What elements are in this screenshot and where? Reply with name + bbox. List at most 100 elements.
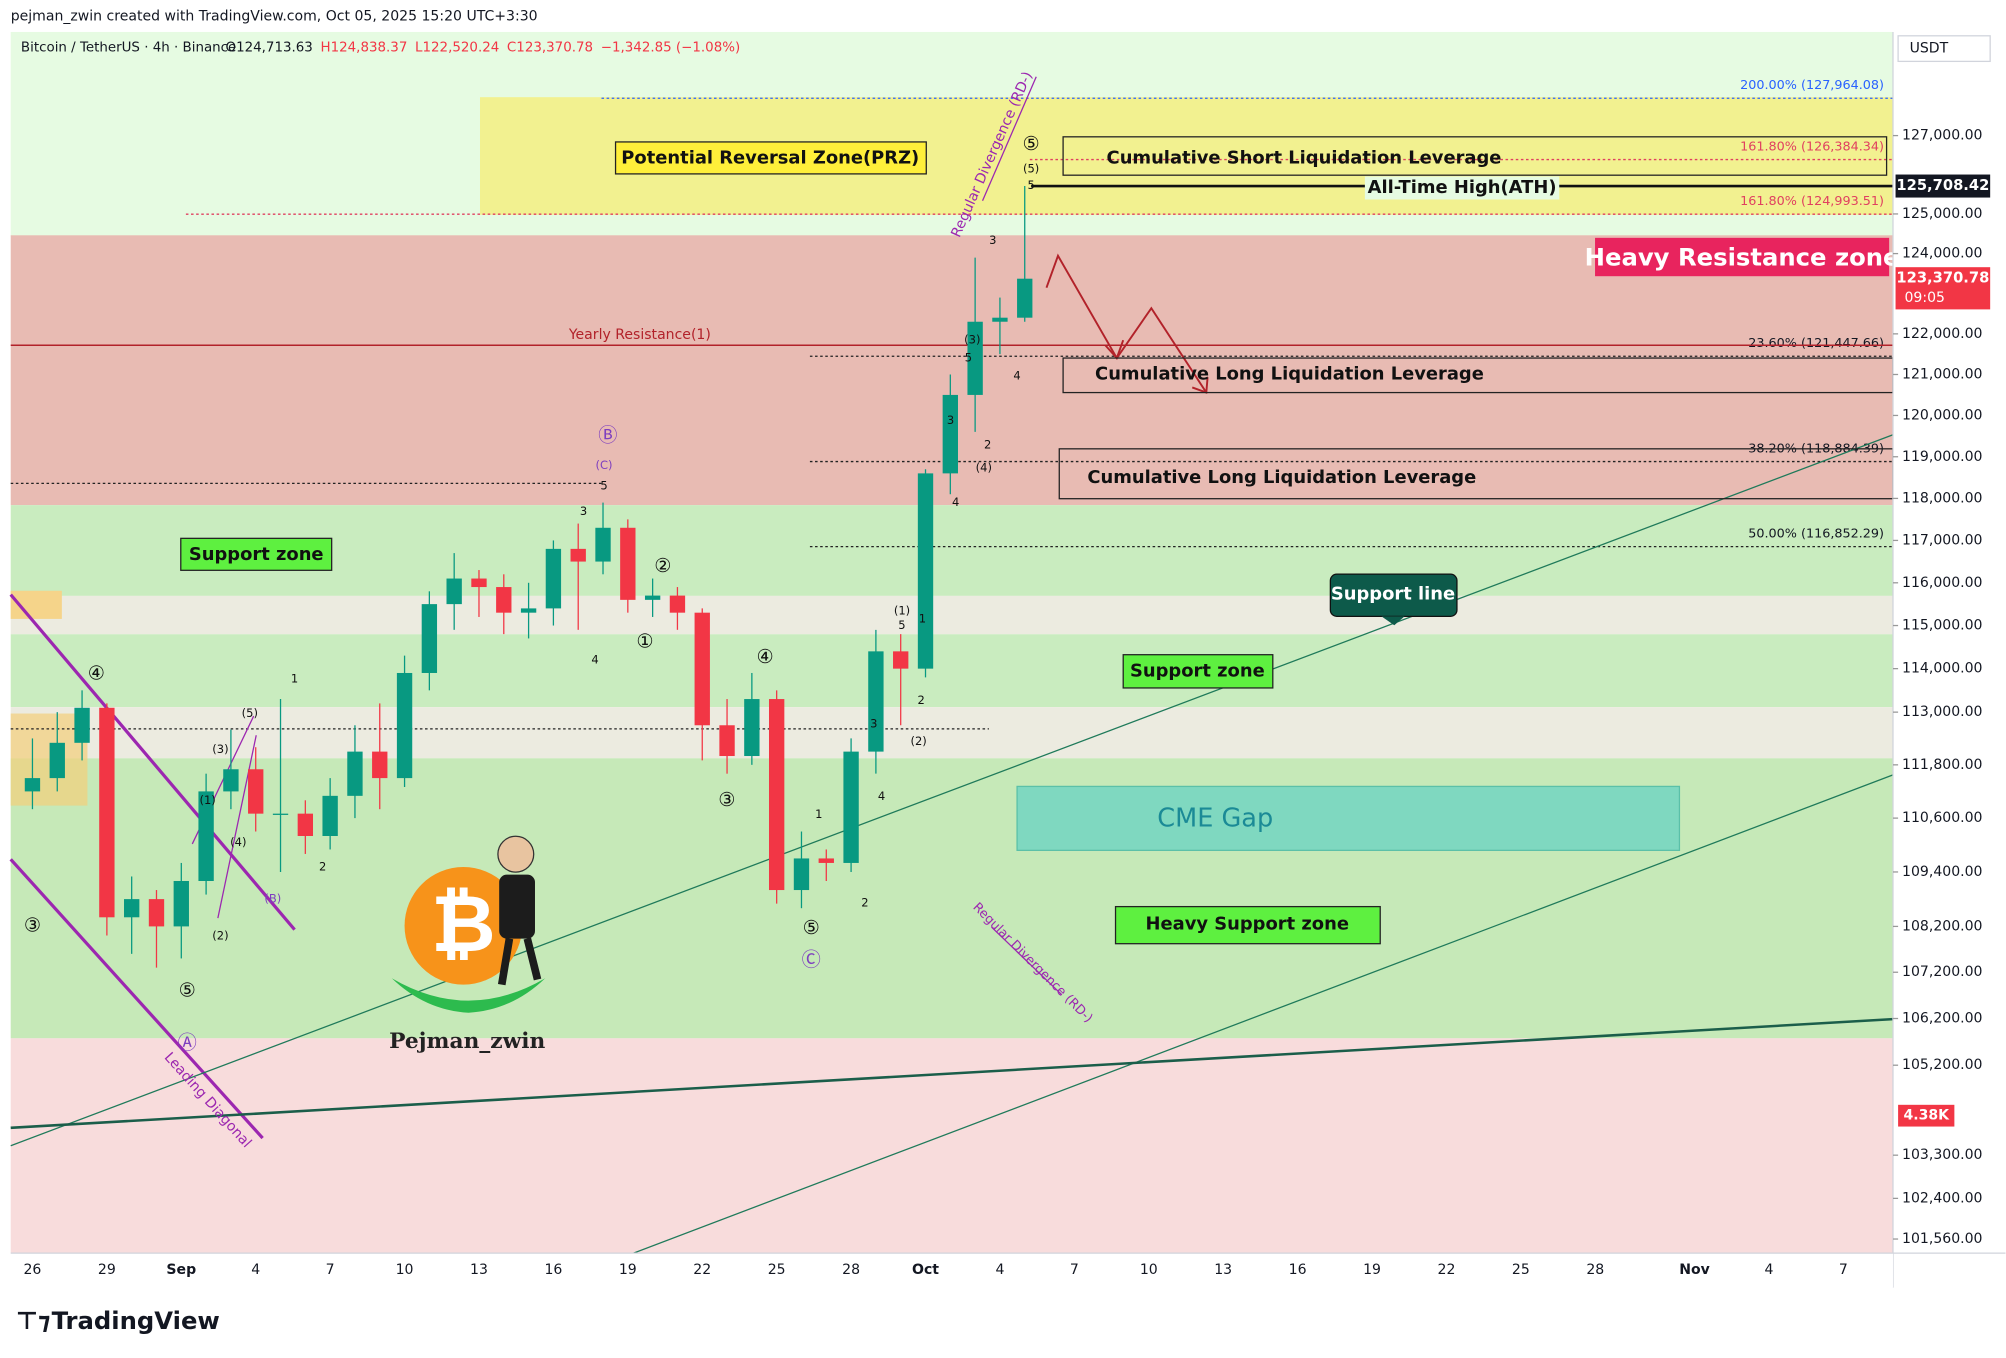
x-tick-label: Sep (166, 1262, 196, 1278)
support-zone (10, 634, 1893, 708)
support-box (180, 537, 333, 571)
x-tick-label: 25 (1512, 1262, 1530, 1278)
support-label: Support zone (189, 544, 324, 565)
x-tick-label: 10 (396, 1262, 414, 1278)
wave-label: (B) (264, 891, 281, 905)
y-tick-label: 122,000.00 (1902, 326, 1982, 342)
candle-body (396, 672, 413, 779)
avatar-body (499, 874, 535, 939)
y-tick-label: 105,200.00 (1902, 1057, 1982, 1073)
x-tick-label: 25 (768, 1262, 786, 1278)
heavy-resistance-label: Heavy Resistance zone (1585, 242, 1900, 271)
candle-body (520, 608, 537, 613)
x-tick-label: 16 (1289, 1262, 1307, 1278)
support-label: Support zone (1130, 660, 1265, 681)
wave-label: 1 (815, 807, 822, 821)
wave-label: 3 (989, 233, 996, 247)
wave-label: 3 (580, 504, 587, 518)
wave-label: ④ (757, 645, 774, 668)
y-tick-label: 115,000.00 (1902, 618, 1982, 634)
x-tick-label: 29 (98, 1262, 116, 1278)
y-tick-label: 118,000.00 (1902, 490, 1982, 506)
currency-box (1897, 35, 1991, 63)
candle-body (719, 725, 735, 757)
bitcoin-logo (404, 866, 523, 985)
y-tick-label: 108,200.00 (1902, 918, 1982, 934)
support-line-label: Support line (1331, 584, 1455, 605)
yearly-resistance-label: Yearly Resistance(1) (568, 327, 711, 343)
y-tick-label: 119,000.00 (1902, 449, 1982, 465)
wave-label: 5 (898, 618, 905, 632)
support-trend-line (633, 774, 1894, 1254)
fib-label: 50.00% (116,852.29) (1748, 526, 1884, 541)
heavy-support-label: Heavy Support zone (1146, 914, 1349, 935)
ath-label: All-Time High(ATH) (1368, 177, 1557, 198)
price-tag-label: 123,370.78 (1896, 270, 1989, 287)
candle-body (471, 578, 487, 588)
wave-label: 5 (600, 478, 607, 492)
x-tick-label: 4 (251, 1262, 260, 1278)
fib-layer: 200.00% (127,964.08) 161.80% (126,384.34)… (185, 78, 1893, 548)
price-tag (1895, 267, 1991, 310)
y-tick-label: 106,200.00 (1902, 1011, 1982, 1027)
diagonal-line (9, 858, 264, 1140)
price-tags: 125,708.42 123,370.78 09:05 4.38K (1895, 174, 1991, 1127)
cme-gap-box (1016, 785, 1681, 851)
y-tick-label: 107,200.00 (1902, 964, 1982, 980)
y-tick-label: 109,400.00 (1902, 864, 1982, 880)
heavy-resistance-box (1595, 237, 1890, 277)
fib-label: 23.60% (121,447.66) (1748, 336, 1884, 351)
wave-label: 2 (984, 437, 991, 451)
diagonal-line (9, 593, 296, 931)
x-tick-label: 22 (693, 1262, 711, 1278)
y-tick-label: 117,000.00 (1902, 532, 1982, 548)
wave-label: ① (636, 629, 653, 652)
wave-label: ③ (24, 913, 41, 936)
heavy-support-box (1114, 905, 1381, 945)
symbol: Bitcoin / TetherUS · 4h · Binance (21, 40, 236, 55)
y-tick-label: 103,300.00 (1902, 1147, 1982, 1163)
x-tick-label: 7 (1839, 1262, 1848, 1278)
candle-body (917, 473, 934, 669)
y-tick-label: 101,560.00 (1902, 1231, 1982, 1247)
wave-label: 5 (965, 351, 972, 365)
volume-tag-bg (1898, 1104, 1955, 1127)
wave-label: 1 (919, 611, 926, 625)
y-tick-label: 124,000.00 (1902, 246, 1982, 262)
candle-body (347, 751, 363, 796)
short-liq-box (1062, 136, 1888, 176)
x-tick-label: 22 (1438, 1262, 1456, 1278)
wave-label: 4 (952, 495, 959, 509)
candle-body (744, 699, 760, 757)
wave-label: ④ (88, 661, 105, 684)
wave-label: 3 (947, 413, 954, 427)
x-tick-label: 4 (995, 1262, 1004, 1278)
candle-body (74, 707, 90, 743)
candle-body (545, 548, 562, 609)
candle-body (297, 813, 314, 836)
x-tick-label: 7 (1070, 1262, 1079, 1278)
wave-label: ⑤ (803, 916, 820, 939)
x-tick-label: 10 (1140, 1262, 1158, 1278)
candle-body (793, 858, 810, 891)
wave-label: ⑤ (179, 979, 196, 1002)
y-tick-label: 120,000.00 (1902, 407, 1982, 423)
candle-body (843, 751, 859, 863)
support-box (1122, 654, 1274, 689)
y-tick-label: 125,000.00 (1902, 206, 1982, 222)
y-tick-label: 102,400.00 (1902, 1190, 1982, 1206)
y-tick-label: 111,800.00 (1902, 757, 1982, 773)
wave-label: Ⓒ (802, 948, 821, 971)
candle-body (620, 527, 636, 600)
wave-label: 4 (591, 652, 598, 666)
candle-body (992, 317, 1008, 322)
wave-labels: ③ ④ ⑤ Ⓐ (1) (2) (3) (4) (5) (B) 1 2 3 4 Ⓑ (C) 5 ① ② ③ ④ 1 ⑤ Ⓒ 2 3… (24, 132, 1040, 1054)
candle-body (272, 813, 289, 815)
prz-box (614, 141, 927, 175)
logo-base (391, 978, 546, 1013)
wave-label: Ⓑ (598, 424, 617, 447)
ohlc-value: H124,838.37 (321, 40, 408, 55)
y-tick-label: 121,000.00 (1902, 366, 1982, 382)
divergence-line (991, 926, 1063, 996)
